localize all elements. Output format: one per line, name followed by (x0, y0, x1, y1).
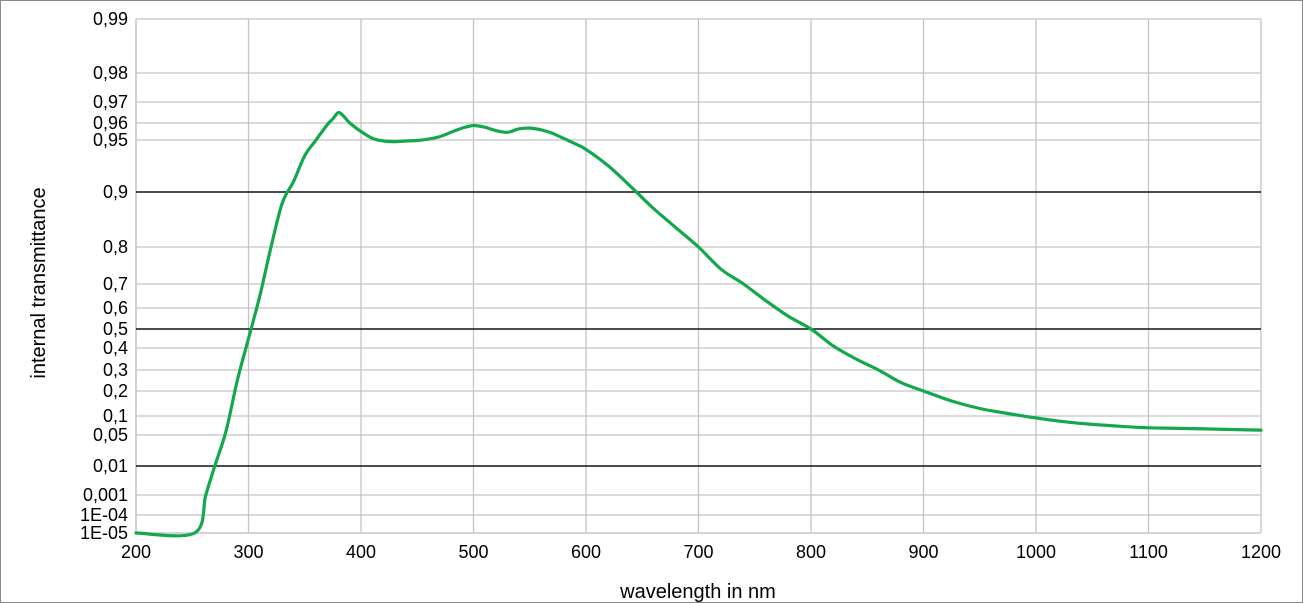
x-tick-label: 1200 (1241, 542, 1281, 562)
emphasized-gridlines (136, 191, 1261, 467)
y-tick-label: 0,2 (103, 381, 128, 401)
x-tick-label: 1000 (1016, 542, 1056, 562)
series-layer (134, 110, 1263, 538)
y-tick-label: 1E-04 (80, 505, 128, 525)
x-tick-label: 600 (571, 542, 601, 562)
grid-layer (135, 18, 1262, 534)
y-tick-label: 0,001 (83, 485, 128, 505)
x-tick-label: 400 (346, 542, 376, 562)
tick-labels: 200 300 400 500 600 700 800 900 1000 1100 1200 1E-0… (80, 9, 1281, 562)
y-tick-label: 0,9 (103, 182, 128, 202)
x-tick-label: 300 (233, 542, 263, 562)
y-axis-title: internal transmittance (28, 187, 50, 378)
y-tick-label: 0,5 (103, 319, 128, 339)
x-tick-label: 200 (121, 542, 151, 562)
y-tick-label: 0,4 (103, 338, 128, 358)
y-tick-label: 0,1 (103, 406, 128, 426)
y-tick-label: 0,01 (93, 456, 128, 476)
x-tick-label: 900 (908, 542, 938, 562)
transmittance-series-line (134, 110, 1263, 538)
y-tick-label: 0,6 (103, 298, 128, 318)
x-axis-title: wavelength in nm (619, 581, 776, 603)
y-tick-label: 0,3 (103, 360, 128, 380)
y-tick-label: 0,96 (93, 113, 128, 133)
x-tick-label: 1100 (1129, 542, 1168, 562)
y-tick-label: 0,99 (93, 9, 128, 29)
y-tick-label: 0,05 (93, 425, 128, 445)
y-tick-label: 0,7 (103, 274, 128, 294)
y-tick-label: 0,8 (103, 237, 128, 257)
y-tick-label: 0,95 (93, 130, 128, 150)
y-tick-label: 0,97 (93, 92, 128, 112)
x-tick-label: 800 (796, 542, 826, 562)
x-tick-label: 700 (683, 542, 713, 562)
x-tick-label: 500 (458, 542, 488, 562)
y-tick-label: 1E-05 (80, 523, 128, 543)
y-tick-label: 0,98 (93, 63, 128, 83)
